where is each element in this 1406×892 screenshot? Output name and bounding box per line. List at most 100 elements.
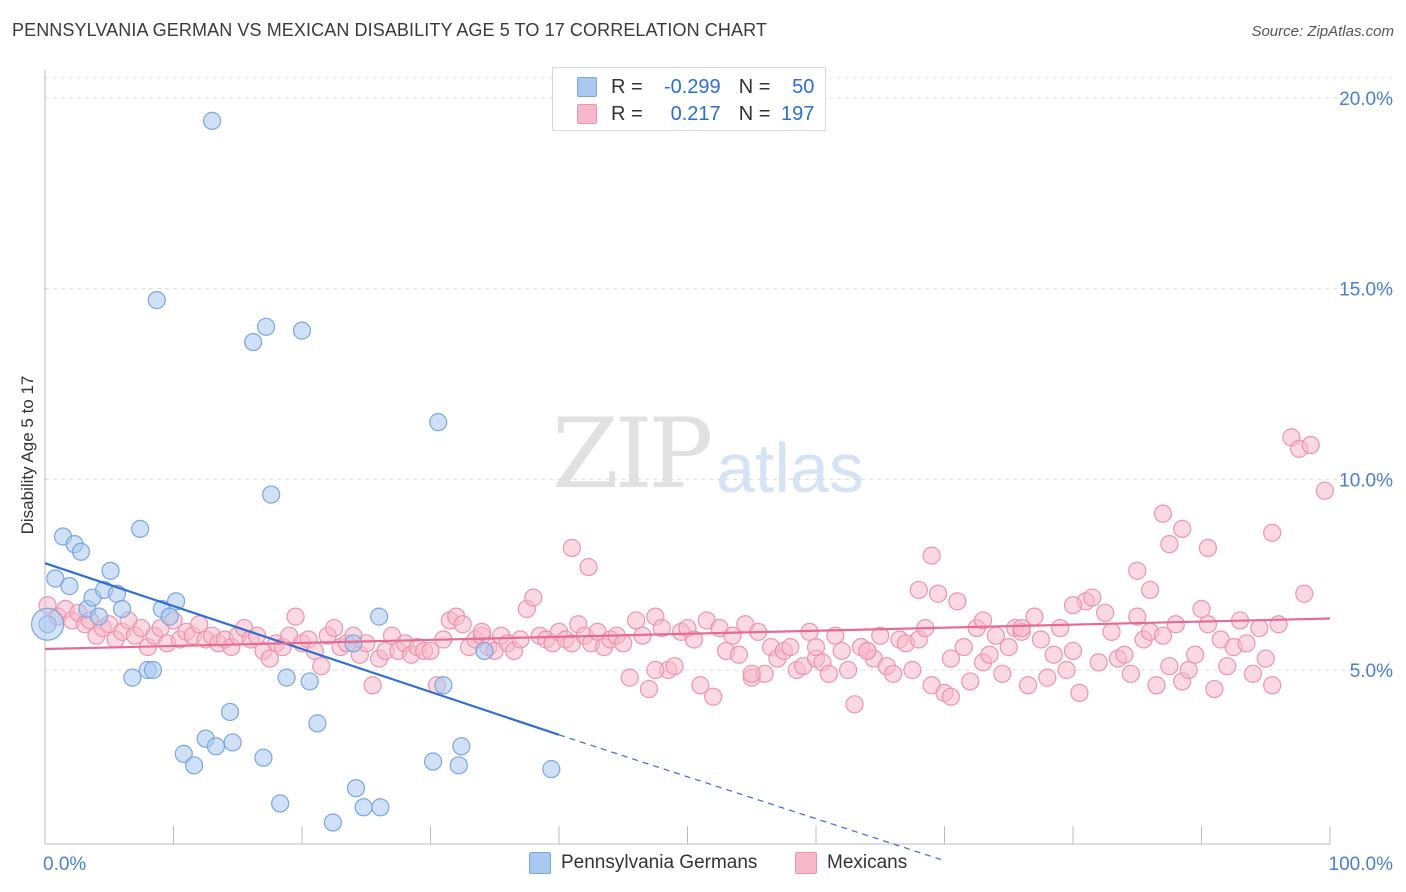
point-pennsylvania-germans	[344, 634, 363, 653]
trendline-pennsylvania-germans	[44, 562, 560, 736]
point-mexicans	[1038, 668, 1057, 687]
point-mexicans	[646, 660, 665, 680]
point-pennsylvania-germans	[123, 668, 142, 687]
point-mexicans	[1128, 561, 1147, 580]
point-mexicans	[453, 615, 472, 634]
point-pennsylvania-germans	[346, 779, 366, 798]
point-mexicans	[325, 618, 344, 638]
point-mexicans	[1166, 615, 1185, 634]
point-mexicans	[1263, 676, 1282, 695]
point-pennsylvania-germans	[452, 737, 471, 756]
point-pennsylvania-germans	[202, 111, 222, 130]
point-pennsylvania-germans	[292, 321, 312, 340]
point-pennsylvania-germans	[475, 641, 494, 661]
point-mexicans	[839, 660, 858, 680]
point-mexicans	[1063, 641, 1083, 661]
bottom-legend-label: Mexicans	[827, 852, 908, 873]
point-pennsylvania-germans	[223, 733, 242, 752]
y-axis-label: Disability Age 5 to 17	[18, 375, 37, 535]
point-pennsylvania-germans	[371, 798, 390, 817]
point-mexicans	[1102, 622, 1121, 641]
point-mexicans	[1096, 603, 1115, 622]
point-mexicans	[903, 660, 922, 680]
point-mexicans	[472, 622, 491, 641]
point-mexicans	[723, 626, 742, 645]
point-mexicans	[562, 538, 581, 558]
point-mexicans	[980, 645, 999, 664]
point-pennsylvania-germans	[277, 668, 296, 687]
point-mexicans	[941, 649, 961, 668]
point-pennsylvania-germans	[174, 744, 193, 763]
legend-r-label: R =	[611, 102, 643, 125]
point-pennsylvania-germans	[112, 599, 132, 619]
y-tick-label: 5.0%	[1350, 661, 1393, 682]
point-pennsylvania-germans	[323, 813, 342, 832]
point-mexicans	[1147, 676, 1166, 695]
point-mexicans	[742, 664, 761, 683]
point-mexicans	[729, 645, 749, 664]
point-pennsylvania-germans	[130, 519, 150, 539]
watermark-zip: ZIP	[552, 398, 713, 510]
point-mexicans	[421, 641, 440, 661]
point-pennsylvania-germans	[370, 607, 389, 626]
point-mexicans	[1179, 660, 1198, 680]
point-pennsylvania-germans	[220, 702, 240, 722]
point-pennsylvania-germans	[244, 332, 263, 352]
point-mexicans	[260, 649, 279, 668]
point-mexicans	[858, 641, 877, 661]
point-mexicans	[312, 657, 331, 676]
point-pennsylvania-germans	[423, 752, 443, 771]
point-mexicans	[665, 657, 684, 676]
legend-swatch-blue	[577, 77, 597, 97]
point-mexicans	[652, 618, 671, 638]
point-pennsylvania-germans	[254, 748, 273, 767]
y-tick-label: 20.0%	[1339, 89, 1393, 110]
source-label: Source: ZipAtlas.com	[1251, 23, 1394, 40]
point-mexicans	[973, 611, 993, 630]
point-pennsylvania-germans	[147, 291, 166, 310]
point-mexicans	[1198, 538, 1218, 558]
legend-r-label: R =	[611, 75, 643, 98]
point-pennsylvania-germans	[434, 676, 453, 695]
legend-n-value: 50	[792, 75, 815, 98]
point-pennsylvania-germans	[143, 660, 163, 680]
point-mexicans	[626, 611, 646, 630]
x-tick-label-max: 100.0%	[1329, 854, 1394, 875]
point-mexicans	[691, 676, 710, 695]
point-mexicans	[1192, 599, 1211, 619]
point-mexicans	[1057, 660, 1076, 680]
point-mexicans	[1205, 679, 1224, 699]
point-mexicans	[579, 557, 598, 577]
point-mexicans	[871, 626, 890, 645]
y-tick-label: 10.0%	[1339, 470, 1393, 491]
point-mexicans	[1173, 519, 1192, 539]
point-mexicans	[1263, 523, 1282, 542]
point-pennsylvania-germans	[60, 577, 79, 596]
point-mexicans	[1237, 634, 1256, 653]
point-mexicans	[704, 687, 723, 706]
watermark-atlas: atlas	[716, 429, 864, 507]
point-pennsylvania-germans	[71, 542, 91, 561]
point-mexicans	[909, 580, 928, 600]
point-pennsylvania-germans	[256, 317, 276, 336]
legend-r-value: 0.217	[670, 102, 721, 125]
point-mexicans	[845, 695, 864, 714]
point-mexicans	[928, 584, 948, 603]
legend-row-pennsylvania-germans: R = -0.299 N = 50	[577, 75, 814, 99]
point-pennsylvania-germans	[429, 413, 448, 432]
point-mexicans	[781, 638, 800, 657]
point-mexicans	[1198, 615, 1218, 634]
point-pennsylvania-germans	[262, 485, 281, 504]
point-mexicans	[524, 588, 543, 607]
point-pennsylvania-germans	[300, 672, 319, 691]
point-mexicans	[883, 664, 903, 683]
point-pennsylvania-germans	[542, 760, 561, 779]
point-mexicans	[922, 546, 941, 565]
point-mexicans	[948, 592, 967, 611]
point-pennsylvania-germans	[206, 737, 226, 756]
point-mexicans	[363, 676, 382, 695]
point-mexicans	[1256, 649, 1275, 668]
point-mexicans	[1153, 626, 1173, 645]
bottom-legend-pennsylvania-germans: Pennsylvania Germans	[529, 852, 757, 874]
